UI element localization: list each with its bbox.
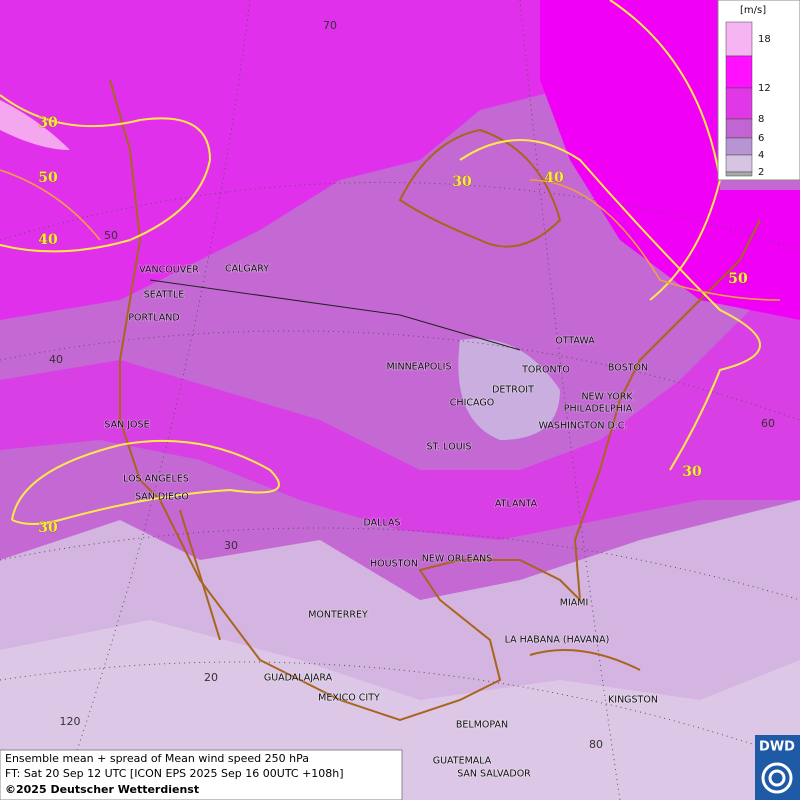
graticule-label: 20 bbox=[204, 671, 218, 684]
coastline bbox=[109, 79, 761, 722]
legend-swatch bbox=[725, 137, 753, 156]
border bbox=[149, 279, 521, 351]
legend-swatch bbox=[725, 118, 753, 139]
city-label: KINGSTON bbox=[608, 695, 658, 706]
city-label: GUADALAJARA bbox=[264, 673, 333, 684]
legend-label: 6 bbox=[758, 133, 764, 144]
legend-label: 8 bbox=[758, 114, 764, 125]
jet-core bbox=[540, 0, 800, 320]
city-label: MINNEAPOLIS bbox=[386, 362, 451, 373]
city-label: SAN SALVADOR bbox=[457, 769, 531, 780]
city-label: PORTLAND bbox=[128, 313, 179, 324]
city-label: PHILADELPHIA bbox=[564, 404, 633, 415]
graticule-label: 30 bbox=[224, 539, 238, 552]
city-label: HOUSTON bbox=[370, 559, 418, 570]
graticule-label: 70 bbox=[323, 19, 337, 32]
legend-unit: [m/s] bbox=[740, 5, 766, 16]
city-label: BOSTON bbox=[608, 363, 648, 374]
contour-label: 30 bbox=[452, 174, 472, 190]
city-label: ST. LOUIS bbox=[427, 442, 472, 453]
city-label: BELMOPAN bbox=[456, 720, 508, 731]
logo-icon bbox=[768, 769, 786, 787]
caption-line: Ensemble mean + spread of Mean wind spee… bbox=[5, 752, 309, 765]
city-label: LOS ANGELES bbox=[123, 474, 189, 485]
caption-box bbox=[0, 749, 403, 800]
contour-label: 30 bbox=[38, 520, 58, 536]
city-label: WASHINGTON D.C. bbox=[539, 421, 628, 432]
legend-swatch bbox=[725, 154, 753, 173]
legend-label: 2 bbox=[758, 167, 764, 178]
jet-max bbox=[0, 100, 70, 150]
city-label: VANCOUVER bbox=[139, 265, 199, 276]
legend-label: 4 bbox=[758, 150, 764, 161]
city-label: DALLAS bbox=[364, 518, 401, 529]
city-label: SAN DIEGO bbox=[135, 492, 189, 503]
legend-swatch bbox=[725, 55, 753, 89]
city-label: MONTERREY bbox=[308, 610, 368, 621]
graticule-label: 40 bbox=[49, 353, 63, 366]
city-label: NEW YORK bbox=[581, 392, 633, 403]
city-label: SEATTLE bbox=[144, 290, 185, 301]
city-label: SAN JOSE bbox=[104, 420, 149, 431]
city-label: ATLANTA bbox=[495, 499, 538, 510]
contour-label: 50 bbox=[728, 271, 748, 287]
city-label: NEW ORLEANS bbox=[422, 554, 493, 565]
city-label: OTTAWA bbox=[555, 336, 595, 347]
logo-box bbox=[755, 735, 800, 800]
city-label: LA HABANA (HAVANA) bbox=[505, 635, 610, 646]
legend-swatch bbox=[725, 171, 753, 177]
contour-label: 30 bbox=[682, 464, 702, 480]
isotach bbox=[0, 169, 781, 301]
city-label: TORONTO bbox=[521, 365, 570, 376]
legend-label: 12 bbox=[758, 83, 771, 94]
legend: [m/s] bbox=[717, 0, 800, 181]
caption-line: FT: Sat 20 Sep 12 UTC [ICON EPS 2025 Sep… bbox=[5, 767, 344, 780]
graticule-label: 50 bbox=[104, 229, 118, 242]
logo-text: DWD bbox=[759, 740, 795, 755]
contour-label: 30 bbox=[38, 115, 58, 131]
contour-label: 50 bbox=[38, 170, 58, 186]
city-label: CHICAGO bbox=[450, 398, 494, 409]
city-label: MEXICO CITY bbox=[318, 693, 380, 704]
contour-label: 40 bbox=[38, 232, 58, 248]
legend-swatch bbox=[725, 87, 753, 120]
legend-label: 18 bbox=[758, 34, 771, 45]
legend-swatch bbox=[725, 21, 753, 57]
low-wind-region bbox=[458, 338, 560, 440]
logo-icon bbox=[761, 762, 793, 794]
city-label: DETROIT bbox=[492, 385, 534, 396]
city-label: CALGARY bbox=[225, 264, 269, 275]
city-label: GUATEMALA bbox=[433, 756, 492, 767]
graticule-label: 80 bbox=[589, 738, 603, 751]
caption-line: ©2025 Deutscher Wetterdienst bbox=[5, 783, 199, 796]
graticule-label: 120 bbox=[60, 715, 81, 728]
graticule-label: 60 bbox=[761, 417, 775, 430]
contour-label: 40 bbox=[544, 170, 564, 186]
city-label: MIAMI bbox=[560, 598, 589, 609]
